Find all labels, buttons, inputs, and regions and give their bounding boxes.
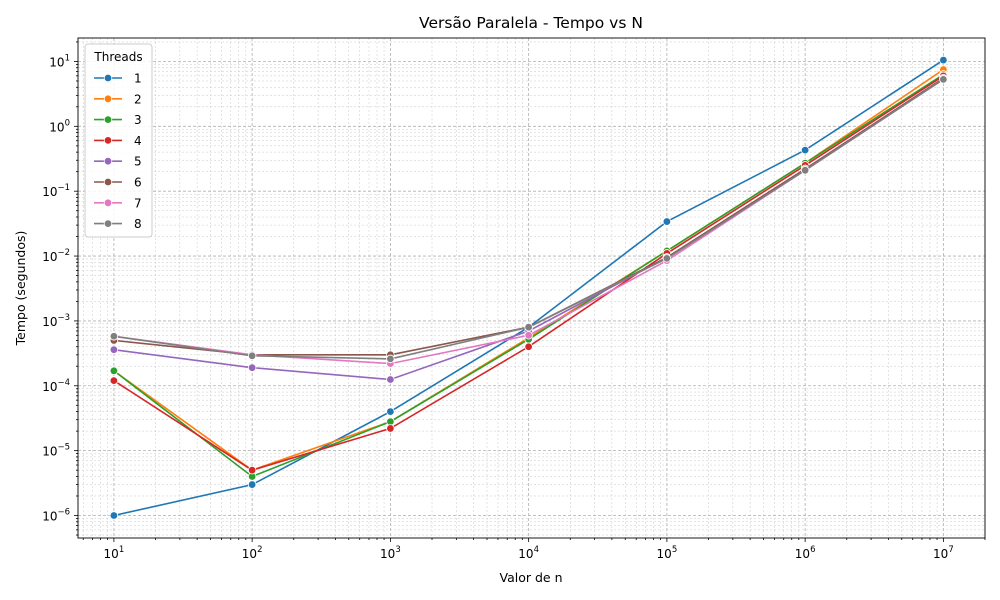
legend-item: 1: [94, 72, 142, 86]
legend-title: Threads: [93, 50, 142, 64]
legend-marker: [103, 94, 113, 103]
data-point: [109, 511, 119, 520]
legend-item: 5: [94, 155, 142, 169]
legend-item: 4: [94, 134, 142, 148]
data-point: [247, 351, 257, 360]
legend-marker: [103, 156, 113, 166]
legend-label: 8: [134, 217, 142, 231]
legend-item: 2: [94, 92, 142, 106]
data-point: [939, 75, 948, 84]
data-point: [247, 465, 257, 475]
legend-marker: [103, 73, 113, 83]
data-point: [386, 354, 395, 364]
data-point: [109, 376, 119, 385]
legend-label: 1: [134, 72, 142, 86]
legend-label: 2: [134, 92, 142, 106]
chart-title: Versão Paralela - Tempo vs N: [419, 14, 643, 32]
legend-label: 4: [134, 134, 142, 148]
data-point: [800, 145, 810, 155]
grid: [78, 38, 986, 538]
data-point: [247, 480, 257, 489]
x-axis-label: Valor de n: [500, 570, 563, 585]
legend-item: 3: [94, 113, 142, 127]
legend-marker: [103, 219, 113, 228]
legend-marker: [103, 177, 113, 187]
data-point: [524, 331, 533, 340]
legend-label: 5: [134, 155, 142, 169]
data-point: [524, 342, 533, 351]
data-point: [386, 424, 395, 433]
data-point: [109, 345, 119, 354]
data-point: [109, 332, 119, 341]
legend-item: 7: [94, 196, 142, 210]
legend-label: 7: [134, 196, 142, 210]
plot-frame: [77, 37, 986, 539]
data-point: [939, 55, 948, 65]
legend-item: 6: [94, 176, 142, 190]
legend-item: 8: [94, 217, 142, 231]
data-point: [386, 407, 395, 416]
series-layer: [109, 55, 948, 520]
data-point: [386, 375, 395, 384]
data-point: [662, 217, 672, 226]
series-8: [109, 75, 948, 364]
legend-marker: [103, 115, 113, 124]
data-point: [109, 366, 119, 376]
y-axis-label: Tempo (segundos): [13, 231, 28, 347]
legend-marker: [103, 136, 113, 145]
data-point: [524, 323, 533, 332]
legend-label: 3: [134, 113, 142, 127]
legend-marker: [103, 198, 113, 207]
data-point: [247, 363, 257, 372]
data-point: [800, 166, 810, 175]
legend: Threads 1 2 3 4 5 6 7 8: [84, 43, 153, 238]
data-point: [662, 254, 672, 263]
legend-label: 6: [134, 176, 142, 190]
